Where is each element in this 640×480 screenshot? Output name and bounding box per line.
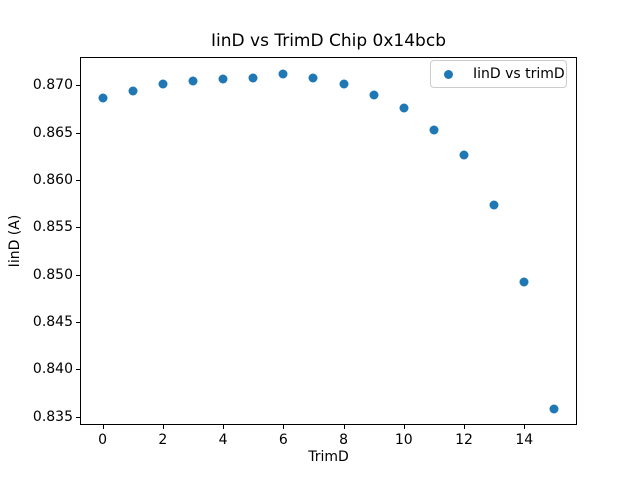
x-tick-mark <box>464 425 465 429</box>
scatter-point <box>188 76 198 86</box>
scatter-point <box>128 86 138 96</box>
scatter-point <box>278 69 288 79</box>
x-tick-mark <box>223 425 225 429</box>
scatter-point <box>399 103 409 113</box>
y-tick-label: 0.835 <box>32 408 73 425</box>
scatter-point <box>369 90 379 100</box>
chart-title: IinD vs TrimD Chip 0x14bcb <box>211 31 446 51</box>
x-tick-label: 2 <box>158 432 168 448</box>
scatter-point <box>429 125 439 135</box>
scatter-point <box>459 150 469 160</box>
y-tick-mark <box>76 227 80 229</box>
x-tick-mark <box>162 425 164 429</box>
y-tick-label: 0.865 <box>32 124 73 141</box>
x-tick-label: 14 <box>515 432 534 448</box>
y-axis-label: IinD (A) <box>7 214 23 268</box>
y-tick-label: 0.850 <box>32 266 73 283</box>
y-tick-label: 0.860 <box>32 172 73 188</box>
x-tick-mark <box>283 425 285 429</box>
y-tick-label: 0.840 <box>32 361 73 378</box>
y-tick-mark <box>76 416 80 418</box>
y-tick-label: 0.855 <box>32 219 73 236</box>
x-tick-label: 0 <box>98 432 108 448</box>
x-tick-mark <box>343 425 345 429</box>
scatter-point <box>158 79 168 89</box>
x-tick-mark <box>403 425 405 429</box>
y-tick-label: 0.845 <box>32 313 73 330</box>
scatter-point <box>218 74 228 84</box>
scatter-point <box>248 73 258 83</box>
y-tick-mark <box>76 321 80 323</box>
y-tick-mark <box>76 85 80 87</box>
legend: IinD vs trimD <box>430 60 567 88</box>
x-tick-label: 10 <box>394 432 413 448</box>
legend-label: IinD vs trimD <box>473 66 565 82</box>
y-tick-mark <box>76 180 80 181</box>
y-tick-mark <box>76 369 80 371</box>
scatter-point <box>519 277 529 287</box>
scatter-point <box>98 93 108 103</box>
x-tick-mark <box>524 425 526 429</box>
x-tick-label: 8 <box>339 432 349 448</box>
scatter-point <box>549 404 559 414</box>
scatter-point <box>339 79 349 88</box>
x-axis-label: TrimD <box>308 449 349 465</box>
x-tick-label: 4 <box>218 432 228 448</box>
x-tick-label: 12 <box>455 432 473 448</box>
x-tick-mark <box>102 425 104 429</box>
scatter-point <box>489 200 499 210</box>
x-tick-label: 6 <box>278 432 288 448</box>
y-tick-mark <box>76 132 80 134</box>
y-tick-label: 0.870 <box>32 77 73 94</box>
scatter-point <box>308 73 318 83</box>
plot-area: IinD vs trimD <box>80 57 577 425</box>
y-tick-mark <box>76 274 80 276</box>
legend-marker-icon <box>444 69 453 79</box>
